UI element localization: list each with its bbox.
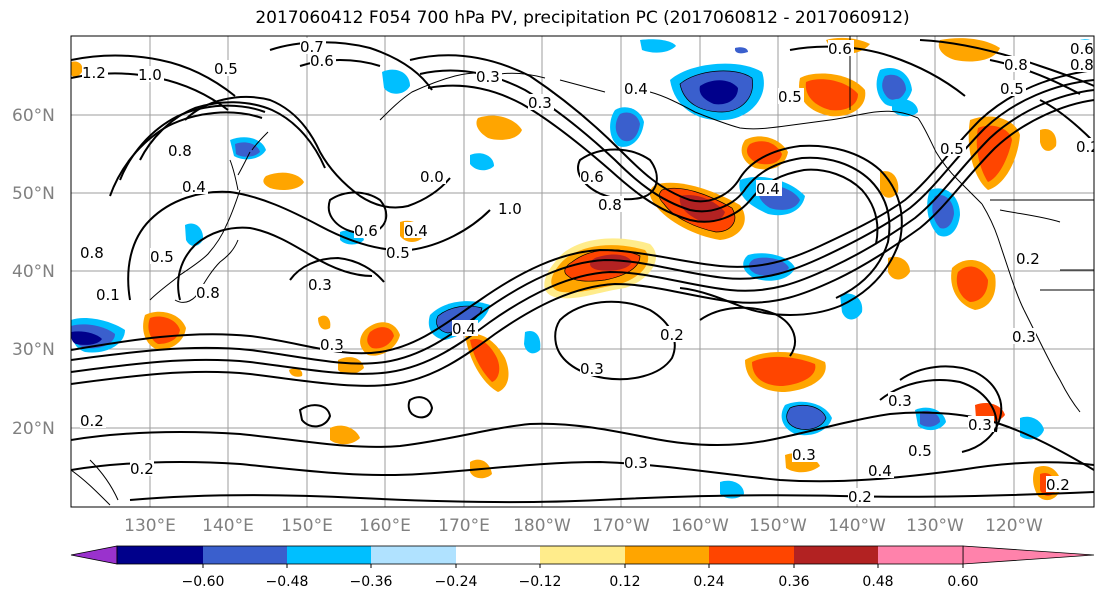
lon-label: 180°W: [513, 516, 571, 536]
map-title: 2017060412 F054 700 hPa PV, precipitatio…: [255, 8, 910, 28]
contour-label: 0.5: [1000, 80, 1024, 98]
contour-label: 0.2: [130, 460, 154, 478]
contour-label: 0.4: [182, 178, 206, 196]
contour-label: 0.6: [1070, 40, 1094, 58]
contour-label: 0.3: [968, 416, 992, 434]
colorbar: −0.60 −0.48 −0.36 −0.24 −0.12 0.12 0.24 …: [70, 545, 1095, 590]
lat-label: 30°N: [12, 340, 55, 360]
contour-label: 0.2: [660, 326, 684, 344]
contour-label: 0.3: [624, 454, 648, 472]
lat-label: 40°N: [12, 262, 55, 282]
colorbar-segment: [456, 546, 540, 564]
lon-label: 170°E: [438, 516, 490, 536]
contour-label: 1.2: [82, 64, 106, 82]
contour-label: 0.2: [1046, 476, 1070, 494]
colorbar-tick-label: −0.48: [266, 574, 309, 590]
lon-label: 170°W: [592, 516, 650, 536]
colorbar-tick-label: 0.60: [947, 574, 978, 590]
colorbar-segment: [625, 546, 709, 564]
contour-label: 0.2: [1016, 250, 1040, 268]
contour-label: 0.4: [624, 80, 648, 98]
contour-label: 0.3: [476, 68, 500, 86]
colorbar-segment: [540, 546, 625, 564]
lon-label: 150°E: [281, 516, 333, 536]
contour-label: 1.0: [498, 200, 522, 218]
contour-label: 0.8: [598, 196, 622, 214]
colorbar-tick-label: 0.36: [778, 574, 809, 590]
lon-label: 120°W: [985, 516, 1043, 536]
contour-label: 0.2: [80, 412, 104, 430]
colorbar-tick-label: 0.24: [693, 574, 724, 590]
map-frame: [70, 35, 1095, 508]
lon-label: 160°E: [359, 516, 411, 536]
contour-label: 0.3: [320, 336, 344, 354]
lat-label: 50°N: [12, 184, 55, 204]
lon-label: 130°E: [124, 516, 176, 536]
contour-label: 0.3: [580, 360, 604, 378]
colorbar-segment: [878, 546, 963, 564]
contour-label: 0.2: [1076, 138, 1100, 156]
contour-label: 0.4: [452, 320, 476, 338]
contour-label: 0.1: [96, 286, 120, 304]
colorbar-tick-label: −0.12: [519, 574, 562, 590]
contour-label: 0.6: [354, 222, 378, 240]
contour-label: 0.7: [300, 38, 324, 56]
contour-label: 0.3: [308, 276, 332, 294]
colorbar-extend-min: [70, 545, 118, 565]
contour-label: 0.5: [150, 248, 174, 266]
lon-label: 130°W: [906, 516, 964, 536]
latitude-labels: 60°N 50°N 40°N 30°N 20°N: [12, 106, 55, 439]
contour-label: 0.4: [404, 222, 428, 240]
colorbar-segment: [287, 546, 371, 564]
contour-label: 0.8: [80, 244, 104, 262]
contour-label: 0.4: [756, 180, 780, 198]
contour-label: 0.5: [214, 60, 238, 78]
contour-label: 0.5: [940, 140, 964, 158]
contour-label: 0.5: [386, 244, 410, 262]
lat-label: 60°N: [12, 106, 55, 126]
lon-label: 150°W: [749, 516, 807, 536]
contour-label: 0.5: [778, 88, 802, 106]
contour-label: 0.6: [828, 40, 852, 58]
contour-label: 0.8: [1004, 56, 1028, 74]
colorbar-tick-label: −0.36: [350, 574, 393, 590]
contour-label: 0.3: [888, 392, 912, 410]
contour-label: 0.6: [580, 168, 604, 186]
contour-label: 0.8: [168, 142, 192, 160]
colorbar-tick-label: 0.12: [609, 574, 640, 590]
contour-label: 0.0: [420, 168, 444, 186]
lon-label: 140°E: [202, 516, 254, 536]
colorbar-tick-label: −0.60: [182, 574, 225, 590]
contour-label: 0.8: [196, 284, 220, 302]
pv-contours: [71, 39, 1094, 504]
colorbar-tick-label: 0.48: [862, 574, 893, 590]
colorbar-segment: [794, 546, 878, 564]
contour-label: 0.6: [310, 52, 334, 70]
contour-label: 0.8: [1070, 56, 1094, 74]
colorbar-extend-max: [962, 545, 1095, 565]
contour-label: 0.4: [868, 462, 892, 480]
lon-label: 160°W: [671, 516, 729, 536]
colorbar-segment: [117, 546, 203, 564]
contour-label: 0.3: [528, 94, 552, 112]
contour-label: 0.2: [848, 488, 872, 506]
contour-label: 0.5: [908, 442, 932, 460]
colorbar-segment: [709, 546, 794, 564]
colorbar-segment: [371, 546, 456, 564]
colorbar-segment: [203, 546, 287, 564]
longitude-labels: 130°E 140°E 150°E 160°E 170°E 180°W 170°…: [124, 516, 1043, 536]
contour-label: 0.3: [792, 446, 816, 464]
precip-negative-shading: [71, 39, 1094, 499]
colorbar-tick-label: −0.24: [435, 574, 478, 590]
contour-label: 0.3: [1012, 328, 1036, 346]
lon-label: 140°W: [828, 516, 886, 536]
lat-label: 20°N: [12, 419, 55, 439]
contour-label: 1.0: [138, 66, 162, 84]
contour-labels: 0.7 0.6 0.5 1.2 1.0 0.3 0.4 0.6 0.5 0.8 …: [80, 38, 1100, 506]
